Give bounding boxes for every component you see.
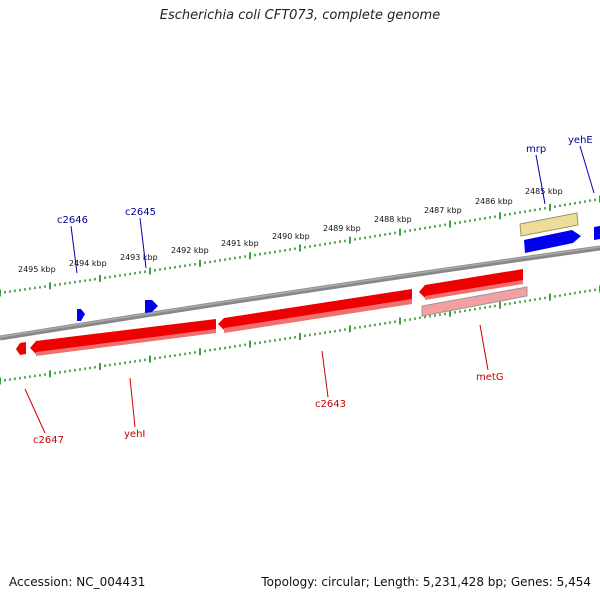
scale-label: 2489 kbp (323, 224, 361, 233)
gene-arrow-yehI-shadow (36, 329, 216, 356)
scale-labels: 2495 kbp 2494 kbp 2493 kbp 2492 kbp 2491… (18, 187, 563, 274)
gene-label-c2647[interactable]: c2647 (33, 435, 64, 446)
gene-arrow-yehI[interactable] (30, 319, 216, 354)
scale-label: 2488 kbp (374, 215, 412, 224)
scale-label: 2495 kbp (18, 265, 56, 274)
map-title: Escherichia coli CFT073, complete genome (159, 8, 441, 23)
scale-label: 2492 kbp (171, 246, 209, 255)
gene-leader-lines (24, 145, 595, 434)
genome-summary-text: Topology: circular; Length: 5,231,428 bp… (261, 575, 591, 589)
scale-label: 2486 kbp (475, 197, 513, 206)
gene-arrow-c2646[interactable] (77, 309, 85, 321)
scale-label: 2493 kbp (120, 253, 158, 262)
accession-text: Accession: NC_004431 (9, 575, 146, 589)
gene-arrow-yehE[interactable] (594, 226, 600, 240)
pseudo-gene-feature[interactable] (519, 212, 579, 237)
gene-label-mrp[interactable]: mrp (526, 144, 546, 155)
gene-label-c2643[interactable]: c2643 (315, 399, 346, 410)
gene-label-c2645[interactable]: c2645 (125, 207, 156, 218)
gene-label-metG[interactable]: metG (476, 372, 504, 383)
outer-scale-ticks (0, 195, 600, 297)
gene-label-yehE[interactable]: yehE (568, 135, 593, 146)
scale-label: 2485 kbp (525, 187, 563, 196)
gene-label-c2646[interactable]: c2646 (57, 215, 88, 226)
scale-label: 2490 kbp (272, 232, 310, 241)
gene-arrow-mrp[interactable] (524, 230, 581, 253)
scale-label: 2491 kbp (221, 239, 259, 248)
reverse-genes (16, 269, 528, 356)
gene-label-yehI[interactable]: yehI (124, 429, 145, 440)
genome-backbone (0, 245, 600, 341)
gene-arrow-c2645[interactable] (145, 300, 158, 313)
gene-arrow-c2643-shadow (224, 299, 412, 333)
gene-arrow-metG-upper-shadow (425, 280, 523, 300)
scale-label: 2494 kbp (69, 259, 107, 268)
gene-arrow-c2643[interactable] (218, 289, 412, 330)
gene-arrow-metG-upper[interactable] (419, 269, 523, 298)
gene-arrow-c2647[interactable] (16, 342, 26, 355)
inner-scale-ticks (0, 285, 600, 385)
gene-arrow-metG[interactable] (421, 286, 528, 317)
scale-label: 2487 kbp (424, 206, 462, 215)
forward-genes (77, 212, 600, 321)
